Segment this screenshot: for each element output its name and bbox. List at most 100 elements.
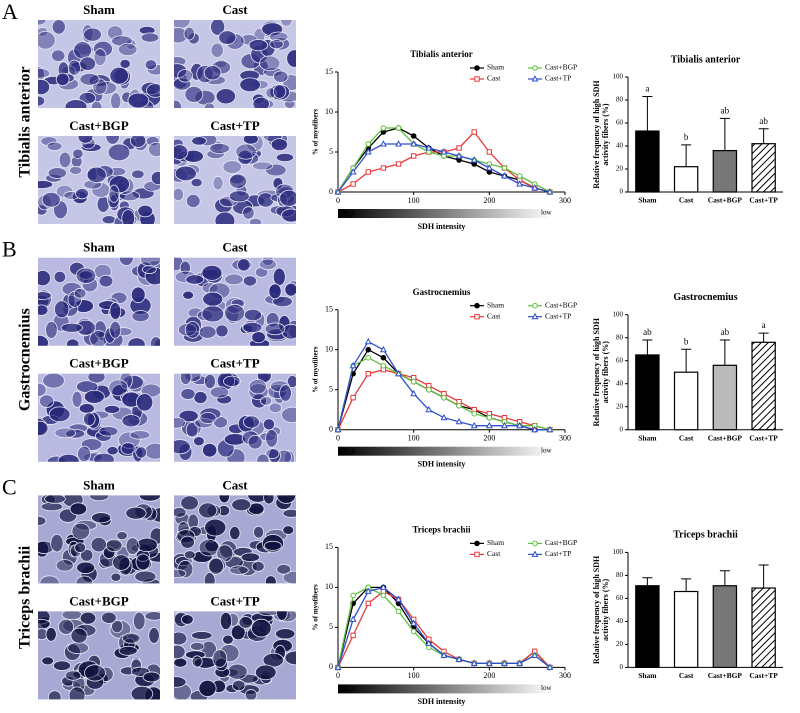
cell bbox=[265, 429, 279, 448]
cell bbox=[265, 448, 280, 460]
cell bbox=[119, 373, 133, 390]
cell bbox=[44, 495, 66, 504]
x-tick-label: 0 bbox=[336, 671, 340, 680]
marker bbox=[440, 148, 448, 155]
cell bbox=[178, 409, 199, 423]
micrograph-cells bbox=[38, 136, 160, 224]
marker bbox=[379, 140, 387, 147]
y-tick-label: 80 bbox=[616, 96, 624, 104]
marker bbox=[334, 663, 342, 670]
micrograph-cells bbox=[38, 20, 160, 108]
cell bbox=[279, 384, 292, 402]
cell bbox=[47, 167, 67, 179]
cell bbox=[73, 287, 87, 299]
marker bbox=[531, 75, 539, 82]
cell bbox=[146, 83, 160, 98]
marker bbox=[380, 165, 387, 171]
error-bar bbox=[642, 339, 653, 355]
marker bbox=[350, 395, 356, 401]
marker bbox=[365, 600, 371, 607]
cell bbox=[140, 32, 160, 43]
cell bbox=[198, 679, 217, 697]
marker bbox=[380, 592, 387, 599]
marker bbox=[380, 354, 387, 361]
intensity-gradient bbox=[338, 684, 553, 694]
y-tick-label: 20 bbox=[616, 640, 624, 648]
marker bbox=[470, 156, 478, 163]
gradient-label: High bbox=[341, 447, 356, 455]
cell bbox=[222, 160, 242, 174]
cell bbox=[135, 553, 151, 571]
marker bbox=[470, 659, 478, 666]
cell bbox=[174, 506, 187, 518]
cell bbox=[286, 375, 296, 389]
cell bbox=[58, 151, 72, 169]
cell bbox=[38, 334, 49, 346]
cell bbox=[38, 382, 47, 397]
bar bbox=[751, 143, 776, 193]
cell bbox=[261, 22, 284, 37]
bar bbox=[751, 587, 776, 668]
cell bbox=[254, 664, 277, 681]
y-tick-label: 10 bbox=[325, 582, 333, 591]
cell bbox=[257, 192, 275, 208]
cell bbox=[281, 323, 296, 340]
x-tick-label: Cast bbox=[679, 433, 694, 442]
cell bbox=[191, 631, 213, 640]
cell bbox=[55, 559, 74, 572]
marker bbox=[474, 551, 480, 558]
cell bbox=[264, 575, 277, 584]
marker bbox=[410, 140, 418, 147]
marker bbox=[485, 659, 493, 666]
cell bbox=[105, 136, 120, 145]
cell bbox=[193, 391, 208, 404]
cell bbox=[105, 538, 123, 553]
image-label: Cast+TP bbox=[210, 356, 259, 371]
cell bbox=[129, 430, 151, 440]
cell bbox=[38, 30, 56, 50]
marker bbox=[531, 184, 539, 191]
cell bbox=[204, 518, 227, 537]
cell bbox=[247, 435, 263, 450]
cell bbox=[87, 373, 106, 384]
marker bbox=[501, 165, 508, 171]
cell bbox=[202, 442, 218, 458]
cell bbox=[111, 619, 124, 634]
image-label: Sham bbox=[83, 2, 115, 17]
bar bbox=[712, 364, 738, 431]
cell bbox=[103, 404, 121, 414]
marker bbox=[440, 651, 448, 658]
micrograph-cells bbox=[38, 257, 160, 346]
cell bbox=[253, 525, 265, 539]
legend-label: Cast+BGP bbox=[545, 300, 577, 309]
cell bbox=[199, 412, 217, 424]
cell bbox=[136, 393, 154, 412]
cell bbox=[242, 321, 263, 333]
y-axis-label-text: Relative frequency of high SDH activity … bbox=[592, 80, 610, 189]
marker bbox=[395, 608, 402, 615]
marker bbox=[365, 346, 372, 353]
y-tick-label: 15 bbox=[325, 305, 333, 314]
y-tick-label: 80 bbox=[616, 333, 624, 341]
micrograph-cells bbox=[174, 611, 296, 700]
marker bbox=[532, 65, 538, 71]
x-tick-label: Sham bbox=[638, 196, 657, 205]
cell bbox=[275, 628, 296, 640]
cell bbox=[174, 165, 197, 182]
y-tick-label: 60 bbox=[616, 119, 624, 127]
cell bbox=[90, 100, 103, 108]
y-axis-label: % of myofibers bbox=[312, 584, 320, 631]
cell bbox=[121, 209, 136, 224]
micrograph bbox=[174, 257, 296, 346]
y-tick-label: 0 bbox=[329, 187, 333, 196]
cell bbox=[272, 70, 289, 83]
cell bbox=[174, 439, 191, 455]
cell bbox=[209, 142, 231, 154]
marker bbox=[410, 389, 418, 397]
cell bbox=[63, 643, 81, 661]
cell bbox=[219, 611, 233, 631]
marker bbox=[334, 188, 342, 195]
cell bbox=[109, 66, 129, 85]
marker bbox=[350, 592, 356, 599]
